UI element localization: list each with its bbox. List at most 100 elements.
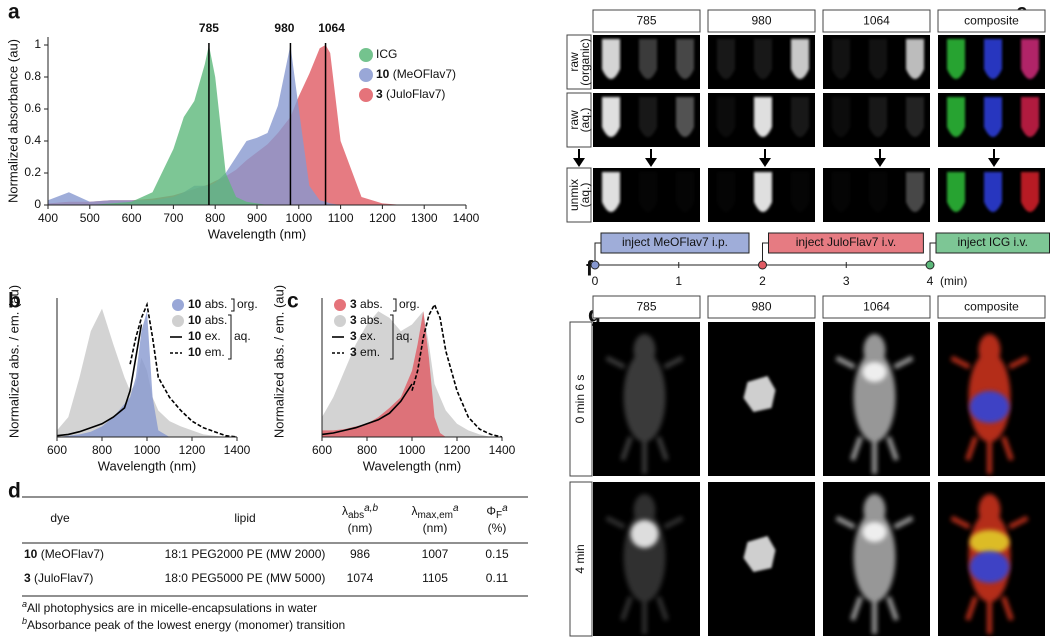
row-label-box <box>569 481 593 637</box>
legend-label: ICG <box>376 47 397 61</box>
timeline-tick-label: 1 <box>675 274 682 288</box>
spectrum-area <box>57 311 237 437</box>
y-tick-label: 1 <box>34 37 41 51</box>
vial <box>984 97 1002 137</box>
bracket <box>390 314 394 360</box>
table-header: ΦFa <box>486 503 508 521</box>
bold-number: 10 <box>24 547 38 561</box>
legend-label: 3 abs. <box>350 313 383 327</box>
signal <box>969 551 1010 583</box>
row-label-box <box>566 92 592 148</box>
x-tick-label: 1200 <box>369 211 396 225</box>
bold-number: 3 <box>350 345 357 359</box>
event-label: inject JuloFlav7 i.v. <box>796 235 896 249</box>
vial <box>639 39 657 79</box>
mouse-limbs <box>835 515 914 634</box>
group-label: aq. <box>234 329 251 343</box>
superscript: a <box>502 503 508 514</box>
row-label: 0 min 6 s <box>573 375 587 424</box>
bold-number: 10 <box>376 67 390 81</box>
timeline-unit: (min) <box>940 274 967 288</box>
event-dot <box>590 260 600 270</box>
vial <box>602 97 620 137</box>
table-header: λabsa,b <box>342 503 378 521</box>
bold-number: 10 <box>188 297 202 311</box>
table-cell: 18:0 PEG5000 PE (MW 5000) <box>165 571 326 585</box>
vial <box>832 172 850 212</box>
vial <box>832 39 850 79</box>
row-label: (organic) <box>578 38 592 85</box>
legend-swatch <box>359 48 373 62</box>
column-header-box <box>822 295 931 319</box>
subscript: F <box>496 510 502 521</box>
x-tick-label: 1400 <box>453 211 480 225</box>
legend-swatch <box>359 68 373 82</box>
subscript: abs <box>348 510 364 521</box>
vial <box>639 97 657 137</box>
bold-number: 3 <box>350 329 357 343</box>
superscript: a <box>453 503 459 514</box>
bold-number: 10 <box>188 329 202 343</box>
signal <box>862 362 887 382</box>
subscript: max,em <box>417 510 453 521</box>
row-label: unmix <box>567 179 581 211</box>
row-label-box <box>569 321 593 477</box>
x-tick-label: 1000 <box>134 443 161 457</box>
signal <box>862 522 887 542</box>
table-cell: 1074 <box>347 571 374 585</box>
legend-swatch <box>359 88 373 102</box>
event-label: inject ICG i.v. <box>958 235 1028 249</box>
x-tick-label: 600 <box>47 443 67 457</box>
vial <box>906 39 924 79</box>
arrowhead <box>573 158 585 167</box>
legend-label: 10 em. <box>188 345 225 359</box>
table-header: λmax,ema <box>411 503 459 521</box>
arrowhead <box>759 158 771 167</box>
group-label: aq. <box>396 329 413 343</box>
column-header: 980 <box>751 14 771 28</box>
vial <box>869 39 887 79</box>
label-rest: ex. <box>357 329 376 343</box>
column-header: 785 <box>636 14 656 28</box>
panel-label: c <box>287 290 299 313</box>
vial <box>754 97 772 137</box>
bold-number: 3 <box>24 571 31 585</box>
mouse-limbs <box>950 355 1029 474</box>
spectrum-line <box>321 383 413 436</box>
marker-label: 980 <box>274 21 294 35</box>
x-tick-label: 800 <box>92 443 112 457</box>
legend-label: 3 (JuloFlav7) <box>376 87 445 101</box>
x-axis-label: Wavelength (nm) <box>363 458 462 473</box>
vial <box>947 97 965 137</box>
legend-swatch <box>334 299 346 311</box>
x-tick-label: 700 <box>163 211 183 225</box>
table-unit: (nm) <box>348 521 373 535</box>
bold-number: 10 <box>188 313 202 327</box>
table-cell: 1007 <box>422 547 449 561</box>
table-header: dye <box>50 511 70 525</box>
table-cell: 0.15 <box>485 547 509 561</box>
x-tick-label: 900 <box>247 211 267 225</box>
label-rest: em. <box>201 345 224 359</box>
symbol: λ <box>411 504 417 518</box>
signal <box>630 520 659 548</box>
label-rest: abs. <box>201 297 227 311</box>
row-label-box <box>566 167 592 223</box>
vial <box>717 39 735 79</box>
label-rest: (JuloFlav7) <box>383 87 446 101</box>
column-header-box <box>822 9 931 33</box>
vial <box>717 172 735 212</box>
table-cell: 0.11 <box>486 571 509 585</box>
signal <box>743 536 776 572</box>
signal <box>969 530 1010 554</box>
row-label: (aq.) <box>578 108 592 133</box>
event-connector <box>594 242 601 265</box>
timeline-tick-label: 0 <box>592 274 599 288</box>
x-tick-label: 1200 <box>444 443 471 457</box>
y-axis-label: Normalized absorbance (au) <box>5 39 20 203</box>
table-cell: 986 <box>350 547 370 561</box>
vial <box>869 97 887 137</box>
table-cell: 3 (JuloFlav7) <box>24 571 93 585</box>
vial <box>869 172 887 212</box>
x-tick-label: 1000 <box>285 211 312 225</box>
